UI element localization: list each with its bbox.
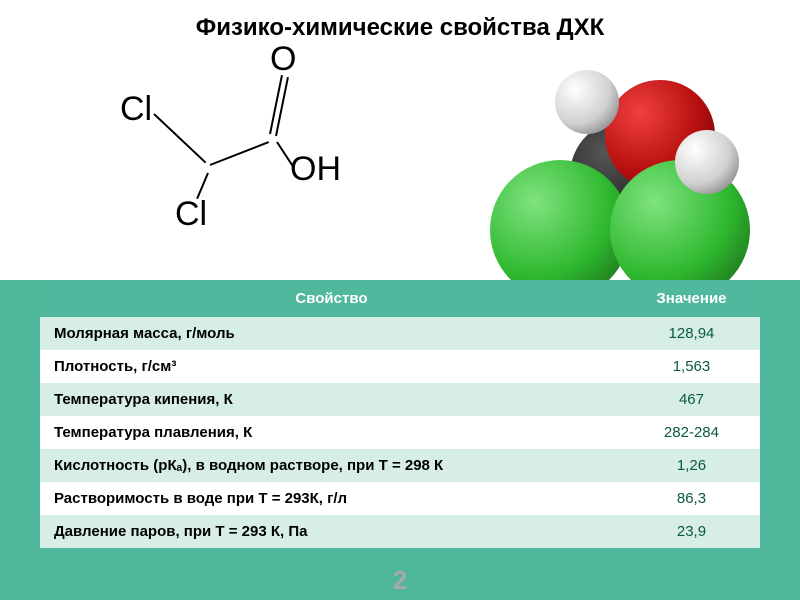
table-row: Давление паров, при Т = 293 К, Па23,9 [40, 515, 760, 548]
value-cell: 467 [623, 383, 760, 416]
hydrogen-top [555, 70, 619, 134]
value-cell: 86,3 [623, 482, 760, 515]
table-row: Молярная масса, г/моль128,94 [40, 317, 760, 350]
chlorine-left [490, 160, 630, 300]
page-title: Физико-химические свойства ДХК [0, 14, 800, 42]
atom-label-OH: OH [290, 150, 341, 189]
table-row: Температура кипения, К467 [40, 383, 760, 416]
page-number: 2 [0, 565, 800, 596]
table-row: Растворимость в воде при Т = 293К, г/л86… [40, 482, 760, 515]
value-cell: 23,9 [623, 515, 760, 548]
properties-table: Свойство Значение Молярная масса, г/моль… [40, 280, 760, 548]
atom-label-Cl1: Cl [120, 90, 152, 129]
bond [153, 113, 206, 163]
molecule-3d-model [450, 50, 750, 270]
atom-label-Cl2: Cl [175, 195, 207, 234]
col-header-value: Значение [623, 280, 760, 317]
table-row: Температура плавления, К282-284 [40, 416, 760, 449]
table-body: Молярная масса, г/моль128,94Плотность, г… [40, 317, 760, 548]
value-cell: 282-284 [623, 416, 760, 449]
properties-table-container: Свойство Значение Молярная масса, г/моль… [40, 280, 760, 548]
property-cell: Давление паров, при Т = 293 К, Па [40, 515, 623, 548]
property-cell: Кислотность (рКₐ), в водном растворе, пр… [40, 449, 623, 482]
property-cell: Растворимость в воде при Т = 293К, г/л [40, 482, 623, 515]
value-cell: 128,94 [623, 317, 760, 350]
property-cell: Температура кипения, К [40, 383, 623, 416]
atom-label-O_top: O [270, 40, 296, 79]
structural-formula: O OH Cl Cl [80, 40, 380, 260]
table-row: Плотность, г/см³1,563 [40, 350, 760, 383]
value-cell: 1,26 [623, 449, 760, 482]
property-cell: Молярная масса, г/моль [40, 317, 623, 350]
property-cell: Плотность, г/см³ [40, 350, 623, 383]
value-cell: 1,563 [623, 350, 760, 383]
table-row: Кислотность (рКₐ), в водном растворе, пр… [40, 449, 760, 482]
bond [210, 141, 270, 166]
bond [275, 76, 289, 135]
property-cell: Температура плавления, К [40, 416, 623, 449]
hydrogen-right [675, 130, 739, 194]
col-header-property: Свойство [40, 280, 623, 317]
